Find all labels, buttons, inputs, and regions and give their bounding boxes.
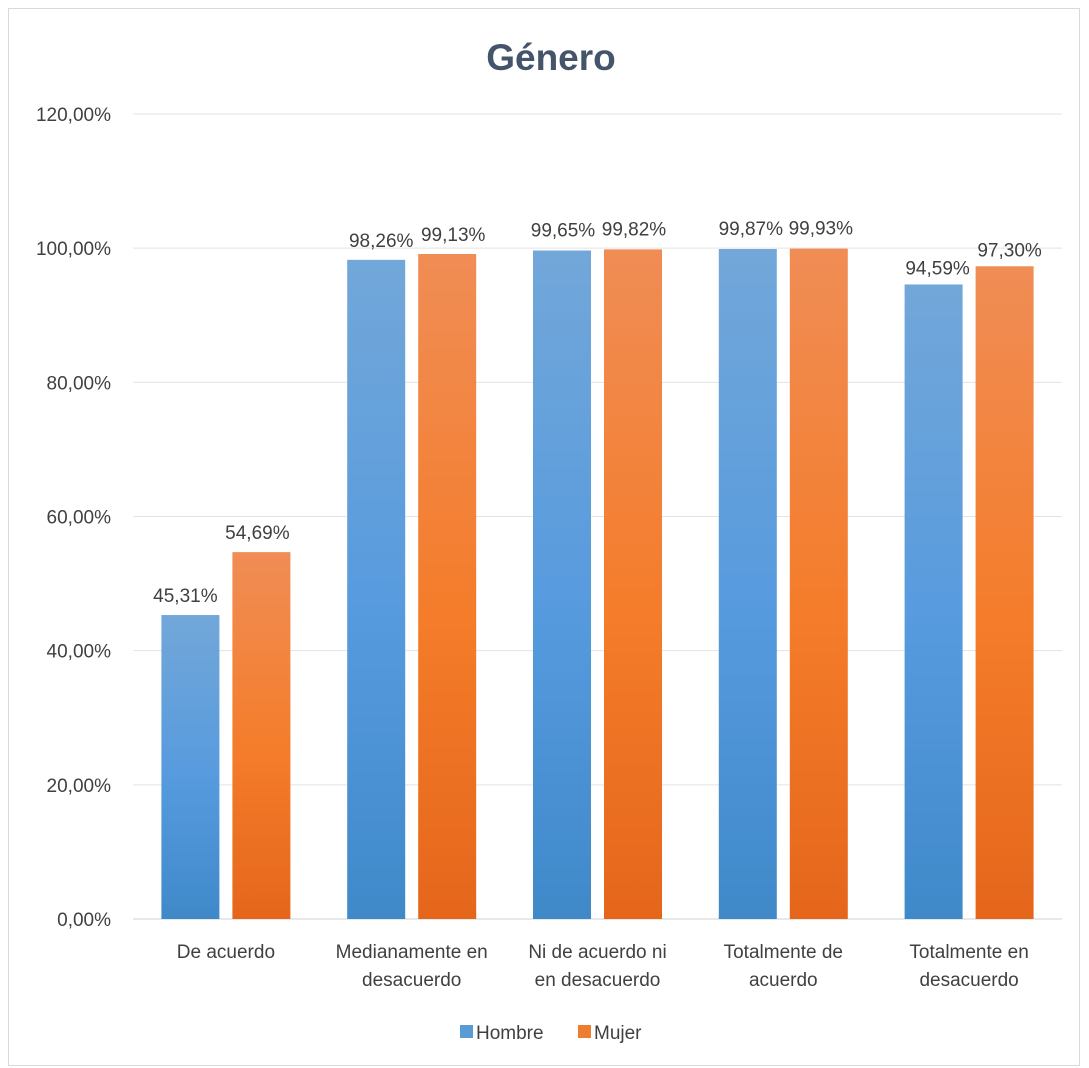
- data-label-hombre-1: 45,31%: [153, 586, 218, 607]
- x-axis-categories: De acuerdo Medianamente en desacuerdo Ni de…: [177, 942, 1029, 991]
- data-label-hombre-3: 99,65%: [531, 221, 596, 242]
- bar-mujer-1: [232, 552, 291, 919]
- y-tick-label: 80,00%: [47, 373, 112, 394]
- y-tick-label: 40,00%: [47, 642, 112, 663]
- x-category-label: en desacuerdo: [535, 970, 661, 991]
- bar-mujer-3: [604, 249, 662, 920]
- bar-hombre-1: [161, 615, 220, 919]
- bar-hombre-4: [718, 249, 777, 919]
- data-label-hombre-5: 94,59%: [905, 258, 970, 279]
- data-labels: 45,31% 98,26% 99,65% 99,87% 94,59% 54,69% 99,1…: [153, 219, 1042, 607]
- y-axis-ticks: 0,00% 20,00% 40,00% 60,00% 80,00% 100,00% 120,…: [36, 105, 111, 931]
- data-label-hombre-2: 98,26%: [349, 231, 414, 252]
- bar-mujer-2: [418, 254, 477, 919]
- bar-hombre-5: [904, 284, 963, 919]
- x-category-label: acuerdo: [749, 970, 818, 991]
- legend-label-mujer: Mujer: [594, 1023, 642, 1044]
- bar-hombre-3: [533, 250, 591, 919]
- bar-mujer-5: [975, 266, 1034, 919]
- y-tick-label: 100,00%: [36, 239, 111, 260]
- legend-label-hombre: Hombre: [476, 1023, 544, 1044]
- x-category-label: Ni de acuerdo ni: [528, 942, 666, 963]
- data-label-mujer-5: 97,30%: [977, 240, 1042, 261]
- bars: [161, 248, 1034, 920]
- data-label-mujer-2: 99,13%: [421, 225, 486, 246]
- legend: Hombre Mujer: [460, 1023, 642, 1044]
- x-category-label: desacuerdo: [919, 970, 1018, 991]
- x-category-label: De acuerdo: [177, 942, 275, 963]
- y-tick-label: 120,00%: [36, 105, 111, 126]
- x-category-label: desacuerdo: [362, 970, 461, 991]
- bar-hombre-2: [347, 259, 406, 919]
- x-category-label: Totalmente en: [909, 942, 1028, 963]
- legend-swatch-mujer: [578, 1025, 591, 1038]
- chart-title: Género: [486, 37, 616, 78]
- data-label-mujer-1: 54,69%: [225, 523, 290, 544]
- y-tick-label: 0,00%: [57, 910, 111, 931]
- y-tick-label: 60,00%: [47, 508, 112, 529]
- y-tick-label: 20,00%: [47, 776, 112, 797]
- data-label-hombre-4: 99,87%: [719, 219, 784, 240]
- bar-mujer-4: [789, 248, 848, 920]
- data-label-mujer-4: 99,93%: [789, 219, 854, 240]
- x-category-label: Medianamente en: [336, 942, 488, 963]
- x-category-label: Totalmente de: [724, 942, 843, 963]
- legend-swatch-hombre: [460, 1025, 473, 1038]
- data-label-mujer-3: 99,82%: [602, 219, 667, 240]
